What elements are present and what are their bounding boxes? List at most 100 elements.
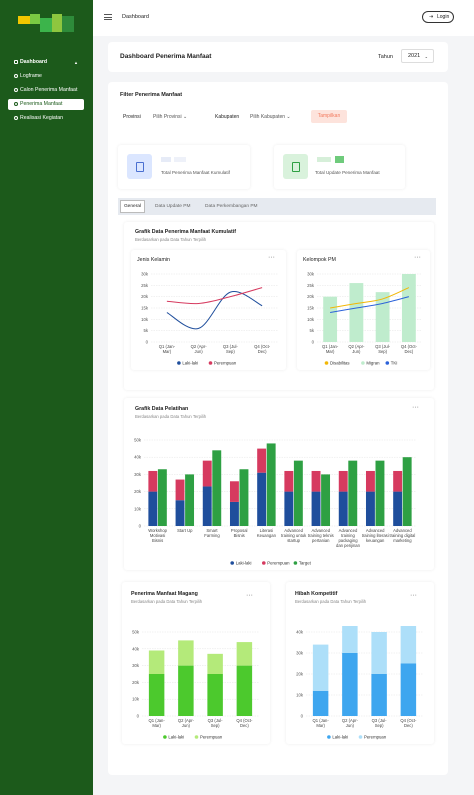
x-tick-label-box: Q1 (Jan-Mar) (148, 718, 164, 728)
filter-label: Provinsi (123, 114, 141, 120)
login-button[interactable]: ⇥ Login (422, 11, 454, 23)
bar-segment (311, 491, 321, 526)
chart-panel: Jenis Kelamin ··· 0 5k 10k 15k 20k 25k 30k Q1 (… (131, 250, 286, 370)
more-icon[interactable]: ··· (412, 404, 419, 411)
x-tick-label: Advanced training untuk startup (281, 528, 307, 543)
nav-item[interactable]: Logframe (8, 71, 84, 82)
bar-segment (236, 665, 253, 716)
chart-title: Jenis Kelamin (137, 257, 170, 263)
show-button[interactable]: Tampilkan (311, 110, 347, 123)
menu-icon[interactable] (104, 14, 112, 20)
x-tick-label-box: Q2 (Apr-Jun) (190, 344, 207, 354)
x-tick-label-box: Advanced training packaging dan perijina… (335, 528, 360, 548)
tab-bar: General Data Update PM Data Perkembangan… (118, 198, 436, 215)
chart-title: Hibah Kompetitif (295, 591, 338, 597)
nav-label: Logframe (20, 73, 42, 79)
bar-segment (371, 632, 387, 674)
x-tick-label-box: Advanced training untuk startup (281, 528, 307, 543)
legend-label: Perempuan (364, 735, 387, 740)
x-tick-label: Q2 (Apr-Jun) (348, 344, 365, 354)
bar (349, 283, 364, 342)
chart-title: Kelompok PM (303, 257, 336, 263)
x-tick-label-box: Q2 (Apr-Jun) (342, 718, 358, 728)
y-tick-label: 50k (134, 438, 142, 443)
bar-segment (338, 491, 348, 526)
year-label: Tahun (378, 54, 393, 60)
nav-item[interactable]: Realisasi Kegiatan (8, 113, 84, 124)
y-tick-label: 30k (132, 663, 140, 668)
x-tick-label: Q1 (Jan-Mar) (158, 344, 176, 354)
x-tick-label: Literasi Keuangan (256, 528, 276, 538)
x-tick-label: Q3 (Jul-Sep) (371, 718, 387, 728)
bar-segment (207, 674, 223, 716)
x-tick-label: Q4 (Oct-Dec) (236, 718, 253, 728)
legend-swatch (163, 735, 167, 739)
logo-block (40, 18, 52, 32)
x-tick-label-box: Advanced training digital marketing (389, 528, 415, 543)
nav-item[interactable]: Calon Penerima Manfaat (8, 85, 84, 96)
x-tick-label-box: Advanced training teknis pertanian (308, 528, 334, 543)
x-tick-label: Q3 (Jul-Sep) (222, 344, 238, 354)
bar-segment (365, 470, 375, 492)
bar-segment (400, 663, 417, 716)
y-tick-label: 0 (301, 714, 304, 719)
y-tick-label: 5k (143, 328, 148, 333)
logo-block (18, 16, 30, 24)
nav-item[interactable]: Penerima Manfaat (8, 99, 84, 110)
nav-label: Penerima Manfaat (20, 101, 63, 107)
y-tick-label: 15k (307, 306, 315, 311)
line-series (330, 287, 410, 309)
x-tick-label-box: Q3 (Jul-Sep) (375, 344, 390, 354)
bar-segment (236, 642, 253, 666)
more-icon[interactable]: ··· (410, 592, 417, 599)
tab[interactable]: Data Perkembangan PM (205, 204, 258, 209)
legend-swatch (208, 361, 213, 365)
chart-subtitle: Berdasarkan pada Data Tahun Terpilih (131, 599, 203, 604)
more-icon[interactable]: ··· (414, 254, 421, 261)
line-series (166, 287, 263, 305)
province-select[interactable]: Pilih Provinsi ⌄ (153, 114, 188, 120)
legend-label: Migran (366, 361, 380, 366)
regency-select[interactable]: Pilih Kabupaten ⌄ (250, 114, 291, 120)
more-icon[interactable]: ··· (268, 254, 275, 261)
x-tick-label: Q1 (Jan-Mar) (321, 344, 339, 354)
legend-swatch (324, 361, 329, 365)
bar-segment (342, 653, 358, 716)
legend-label: Laki-laki (182, 361, 198, 366)
chart-panel: Kelompok PM ··· 0 5k 10k 15k 20k 25k 30k Q1 (Ja… (297, 250, 430, 370)
x-tick-label-box: Advanced training literasi keuangan (361, 528, 389, 543)
login-label: Login (437, 14, 450, 20)
x-tick-label: Smart Farming (204, 528, 220, 538)
chart: 0 10k 20k 30k 40k 50k Workshop Motivasi Bisnis… (134, 438, 416, 566)
legend-label: TKI (391, 361, 398, 366)
bar-segment (312, 644, 329, 691)
more-icon[interactable]: ··· (246, 592, 253, 599)
nav-item[interactable]: Dashboard ▲ (8, 57, 84, 68)
sidebar: Dashboard ▲ Logframe Calon Penerima Manfa… (0, 0, 93, 795)
x-tick-label-box: Q4 (Oct-Dec) (236, 718, 253, 728)
x-tick-label-box: Q3 (Jul-Sep) (208, 718, 223, 728)
y-tick-label: 10k (134, 506, 142, 511)
x-tick-label: Advanced training packaging dan perijina… (335, 528, 360, 548)
tab[interactable]: Data Update PM (155, 204, 191, 209)
year-select[interactable]: 2021 ⌄ (401, 49, 434, 63)
chart: 0 10k 20k 30k 40k Q1 (Jan-Mar) Q2 (Apr-Jun) Q3 … (296, 626, 423, 740)
legend-label: Perempuan (200, 735, 223, 740)
stat-placeholder (161, 157, 171, 162)
nav-label: Dashboard (20, 59, 48, 65)
stat-placeholder (335, 156, 344, 163)
tab[interactable]: General (120, 200, 145, 213)
x-tick-label: Q4 (Oct-Dec) (400, 718, 417, 728)
y-tick-label: 20k (141, 294, 149, 299)
bar-segment (229, 481, 239, 502)
bar (348, 460, 358, 526)
x-tick-label-box: Q1 (Jan-Mar) (312, 718, 329, 728)
filter-label: Kabupaten (215, 114, 240, 120)
chart-title: Grafik Data Pelatihan (135, 406, 189, 412)
x-tick-label: Q1 (Jan-Mar) (312, 718, 329, 728)
x-tick-label: Q2 (Apr-Jun) (190, 344, 207, 354)
legend-swatch (358, 735, 363, 739)
chart-panel: Hibah Kompetitif Berdasarkan pada Data T… (286, 582, 434, 744)
nav-label: Realisasi Kegiatan (20, 115, 63, 121)
x-tick-label: Advanced training literasi keuangan (361, 528, 389, 543)
